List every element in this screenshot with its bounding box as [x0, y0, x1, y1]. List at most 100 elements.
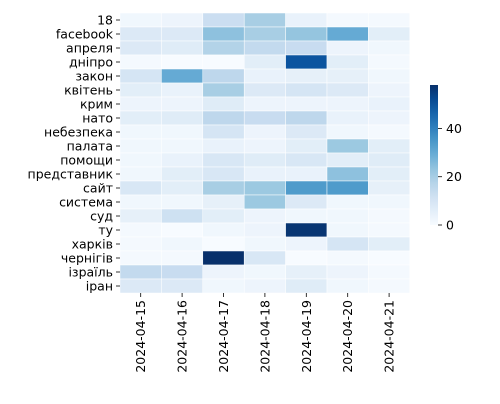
heatmap-cell [368, 82, 411, 98]
heatmap-cell [119, 180, 162, 196]
y-tick-label: нато [82, 111, 113, 126]
heatmap-cell [243, 208, 286, 224]
heatmap-cell [119, 82, 162, 98]
heatmap-cell [243, 250, 286, 266]
heatmap-cell [243, 152, 286, 168]
heatmap-cell [326, 124, 369, 140]
heatmap-cell [243, 68, 286, 84]
heatmap-cell [285, 208, 328, 224]
heatmap-cell [368, 138, 411, 154]
heatmap-cell [285, 138, 328, 154]
heatmap-cell [243, 40, 286, 56]
heatmap-cell [326, 166, 369, 182]
heatmap-cell [243, 264, 286, 280]
heatmap-cell [368, 68, 411, 84]
heatmap-cell [285, 166, 328, 182]
heatmap-cell [202, 12, 245, 28]
heatmap-cell [161, 166, 204, 182]
heatmap-cell [368, 180, 411, 196]
heatmap-cell [326, 208, 369, 224]
x-tick-label: 2024-04-15 [133, 300, 148, 373]
heatmap-cell [119, 278, 162, 294]
heatmap-cell [161, 12, 204, 28]
heatmap-cell [202, 194, 245, 210]
heatmap-cell [243, 222, 286, 238]
heatmap-cell [326, 96, 369, 112]
heatmap-cell [161, 40, 204, 56]
y-tick-label: 18 [97, 13, 113, 28]
heatmap-cell [368, 222, 411, 238]
heatmap-cell [285, 180, 328, 196]
heatmap-cell [285, 54, 328, 70]
heatmap-cell [161, 68, 204, 84]
y-axis: 18facebookапрелядніпрозаконквітенькримна… [28, 13, 120, 294]
heatmap-cell [161, 54, 204, 70]
heatmap-cell [202, 82, 245, 98]
heatmap-cell [161, 110, 204, 126]
y-tick-label: система [59, 195, 113, 210]
heatmap-cell [326, 26, 369, 42]
heatmap-cell [326, 194, 369, 210]
heatmap-cell [202, 278, 245, 294]
heatmap-cell [285, 96, 328, 112]
heatmap-cell [368, 110, 411, 126]
heatmap-cell [285, 110, 328, 126]
heatmap-cell [161, 222, 204, 238]
heatmap-cell [243, 278, 286, 294]
heatmap-cell [202, 208, 245, 224]
heatmap-cell [368, 26, 411, 42]
x-tick-label: 2024-04-16 [175, 300, 190, 373]
heatmap-cell [119, 110, 162, 126]
y-tick-label: ту [98, 223, 113, 238]
heatmap-cell [285, 68, 328, 84]
heatmap-cell [285, 40, 328, 56]
y-tick-label: іран [86, 279, 113, 294]
heatmap-cell [202, 250, 245, 266]
heatmap-cell [161, 236, 204, 252]
heatmap-cell [161, 278, 204, 294]
x-tick-label: 2024-04-17 [216, 300, 231, 373]
heatmap-cell [243, 110, 286, 126]
heatmap-cell [202, 264, 245, 280]
heatmap-cell [243, 54, 286, 70]
heatmap-cell [202, 68, 245, 84]
y-tick-label: палата [67, 139, 113, 154]
heatmap-cell [243, 236, 286, 252]
heatmap-cell [368, 96, 411, 112]
heatmap-cell [326, 264, 369, 280]
heatmap-cell [368, 124, 411, 140]
heatmap-cell [285, 124, 328, 140]
heatmap-cell [243, 12, 286, 28]
heatmap-cell [243, 194, 286, 210]
colorbar-gradient [430, 85, 438, 225]
y-tick-label: сайт [83, 181, 113, 196]
heatmap-cell [285, 222, 328, 238]
heatmap-cell [202, 138, 245, 154]
heatmap-cell [202, 236, 245, 252]
heatmap-cell [202, 110, 245, 126]
heatmap-cell [202, 54, 245, 70]
heatmap-cell [202, 166, 245, 182]
heatmap-cell [161, 194, 204, 210]
heatmap-cell [202, 96, 245, 112]
heatmap-cell [368, 278, 411, 294]
heatmap-cell [326, 68, 369, 84]
heatmap-cell [161, 180, 204, 196]
heatmap-cell [285, 194, 328, 210]
y-tick-label: помощи [60, 153, 113, 168]
heatmap-cell [326, 278, 369, 294]
heatmap-cell [326, 40, 369, 56]
heatmap-cell [326, 138, 369, 154]
heatmap-cell [326, 222, 369, 238]
heatmap-cell [285, 264, 328, 280]
heatmap-cell [285, 26, 328, 42]
x-tick-label: 2024-04-20 [340, 300, 355, 373]
heatmap-cell [368, 12, 411, 28]
heatmap-cell [161, 138, 204, 154]
y-tick-label: суд [90, 209, 113, 224]
colorbar-tick-label: 20 [446, 169, 462, 184]
heatmap-cell [119, 12, 162, 28]
heatmap-cell [368, 194, 411, 210]
